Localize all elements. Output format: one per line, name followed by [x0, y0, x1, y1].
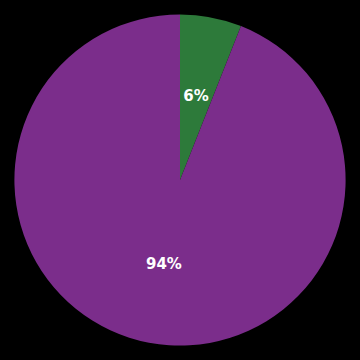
svg-text:6%: 6% [183, 87, 208, 105]
svg-text:94%: 94% [146, 255, 182, 273]
